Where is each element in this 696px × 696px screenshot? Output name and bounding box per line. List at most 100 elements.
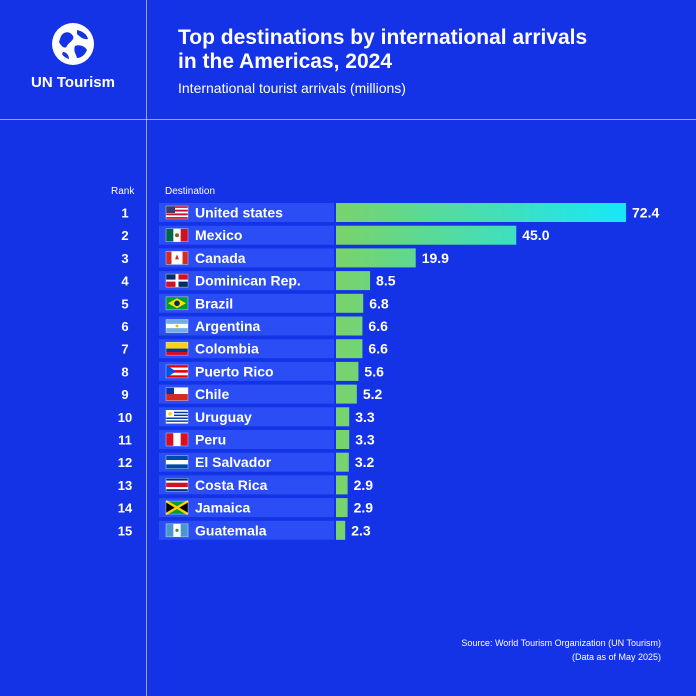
- row-background: [159, 203, 334, 222]
- bar: [336, 384, 357, 404]
- rank-label: 5: [121, 296, 128, 311]
- table-row: 4 Dominican Rep. 8.5: [121, 271, 396, 291]
- rank-label: 3: [121, 251, 128, 266]
- destination-label: Chile: [195, 386, 229, 402]
- jm-flag-icon: [165, 500, 189, 516]
- row-background: [159, 430, 334, 449]
- source-note: Source: World Tourism Organization (UN T…: [461, 636, 661, 664]
- destination-label: Canada: [195, 250, 246, 266]
- row-background: [159, 316, 334, 336]
- row-background: [159, 248, 334, 268]
- value-label: 6.6: [368, 318, 388, 334]
- row-background: [159, 339, 334, 359]
- destination-label: El Salvador: [195, 454, 272, 470]
- value-label: 5.2: [363, 386, 383, 402]
- destination-label: Costa Rica: [195, 477, 268, 493]
- rank-label: 15: [118, 523, 132, 538]
- rank-label: 14: [118, 501, 133, 516]
- bar: [336, 203, 626, 222]
- source-line-2: (Data as of May 2025): [571, 652, 661, 662]
- destination-label: United states: [195, 205, 283, 221]
- row-background: [159, 498, 334, 518]
- mx-flag-icon: [165, 228, 189, 242]
- destination-label: Jamaica: [195, 500, 250, 516]
- table-row: 1 United states 72.4: [121, 203, 659, 222]
- destination-label: Dominican Rep.: [195, 273, 301, 289]
- destination-label: Guatemala: [195, 522, 267, 538]
- brand-name: UN Tourism: [31, 74, 115, 91]
- pr-flag-icon: [165, 364, 189, 379]
- rank-label: 2: [121, 228, 128, 243]
- rank-label: 12: [118, 455, 132, 470]
- bar: [336, 407, 350, 427]
- row-background: [159, 384, 334, 404]
- table-row: 5 Brazil 6.8: [121, 293, 389, 313]
- bar: [336, 316, 363, 336]
- value-label: 3.3: [355, 409, 375, 425]
- table-row: 11 Peru 3.3: [118, 430, 375, 449]
- gt-flag-icon: [165, 523, 189, 538]
- destination-label: Brazil: [195, 295, 233, 311]
- bar: [336, 520, 346, 540]
- bar: [336, 271, 371, 291]
- destination-column-header: Destination: [165, 186, 216, 197]
- row-background: [159, 452, 334, 472]
- bar: [336, 498, 348, 518]
- us-flag-icon: [165, 205, 189, 220]
- bar: [336, 452, 349, 472]
- chart-title: Top destinations by international arriva…: [178, 26, 678, 74]
- row-background: [159, 293, 334, 313]
- value-label: 6.6: [368, 341, 388, 357]
- destination-label: Argentina: [195, 318, 261, 334]
- globe-icon: [52, 23, 94, 65]
- rank-label: 1: [121, 206, 128, 221]
- rank-label: 8: [121, 364, 128, 379]
- rank-column-header: Rank: [111, 186, 135, 197]
- source-line-1: Source: World Tourism Organization (UN T…: [461, 638, 661, 648]
- table-row: 10 Uruguay 3.3: [118, 407, 375, 427]
- row-background: [159, 520, 334, 540]
- ca-flag-icon: [165, 251, 189, 265]
- table-row: 14 Jamaica 2.9: [118, 498, 374, 518]
- table-row: 13 Costa Rica 2.9: [118, 475, 373, 495]
- bar: [336, 293, 364, 313]
- table-row: 7 Colombia 6.6: [121, 339, 388, 359]
- table-row: 2 Mexico 45.0: [121, 225, 550, 245]
- value-label: 5.6: [364, 363, 384, 379]
- brand-logo: UN Tourism: [0, 22, 146, 91]
- value-label: 19.9: [422, 250, 449, 266]
- table-row: 8 Puerto Rico 5.6: [121, 361, 384, 381]
- destination-label: Uruguay: [195, 409, 252, 425]
- value-label: 8.5: [376, 273, 396, 289]
- co-flag-icon: [165, 341, 189, 356]
- rank-label: 7: [121, 342, 128, 357]
- sv-flag-icon: [165, 455, 189, 470]
- row-background: [159, 225, 334, 245]
- row-background: [159, 475, 334, 495]
- bar: [336, 475, 348, 495]
- br-flag-icon: [165, 296, 189, 311]
- value-label: 2.9: [354, 500, 374, 516]
- bar: [336, 430, 350, 449]
- horizontal-divider: [0, 119, 696, 120]
- row-background: [159, 361, 334, 381]
- do-flag-icon: [165, 273, 189, 288]
- bar: [336, 339, 363, 359]
- row-background: [159, 271, 334, 291]
- table-row: 6 Argentina 6.6: [121, 316, 388, 336]
- pe-flag-icon: [165, 432, 189, 447]
- value-label: 72.4: [632, 205, 659, 221]
- rank-label: 9: [121, 387, 128, 402]
- rank-label: 10: [118, 410, 132, 425]
- value-label: 45.0: [522, 227, 549, 243]
- ar-flag-icon: [165, 319, 189, 333]
- uy-flag-icon: [165, 409, 189, 424]
- destination-label: Mexico: [195, 227, 242, 243]
- cl-flag-icon: [165, 387, 189, 401]
- row-background: [159, 407, 334, 427]
- bar: [336, 248, 416, 268]
- chart-subtitle: International tourist arrivals (millions…: [178, 80, 406, 96]
- bar: [336, 361, 359, 381]
- value-label: 3.2: [355, 454, 375, 470]
